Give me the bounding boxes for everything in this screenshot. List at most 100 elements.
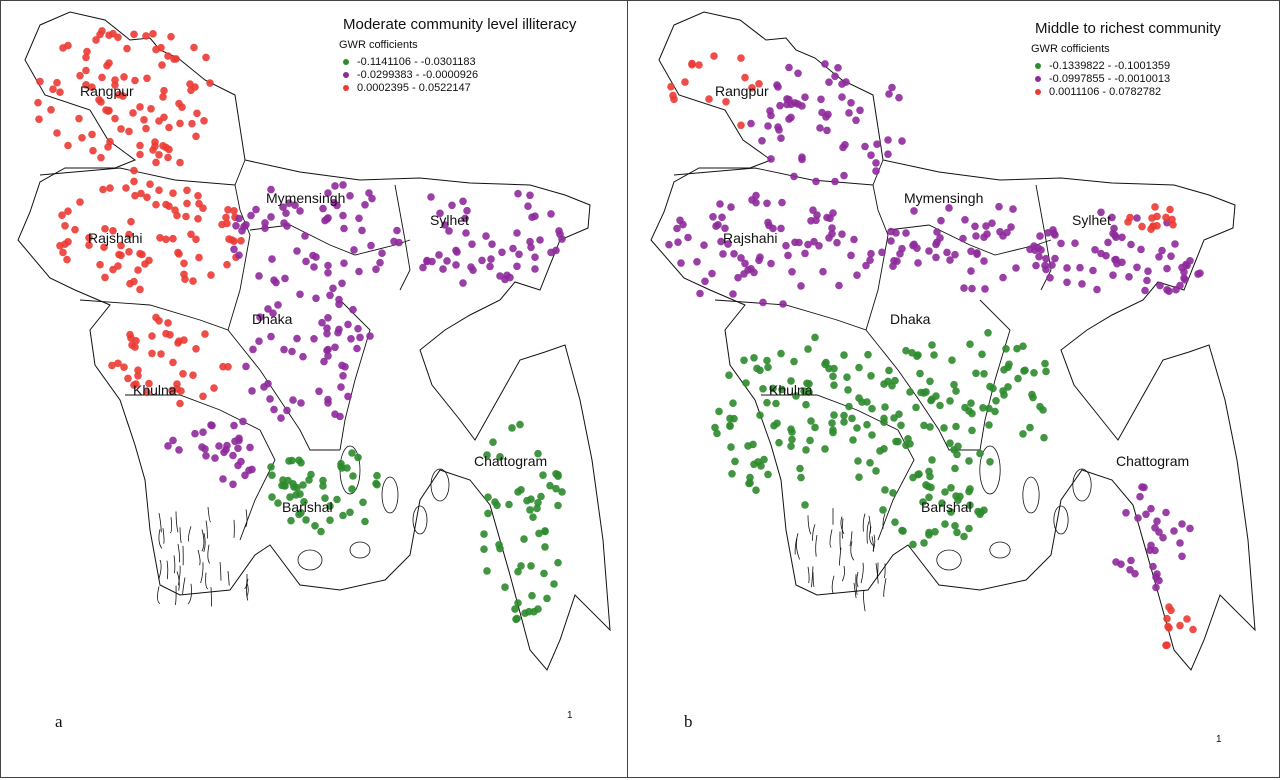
gwr-point [541,543,549,551]
legend-swatch-icon [1035,75,1041,82]
gwr-point [831,177,839,186]
gwr-point [498,248,506,257]
gwr-point [145,379,153,388]
gwr-point [931,528,939,536]
gwr-point [807,417,815,425]
delta-channel [158,559,162,580]
gwr-point [864,350,872,359]
gwr-point [151,142,159,150]
gwr-point [436,209,444,218]
gwr-point [788,268,796,276]
north-arrow-icon: 1 [1216,734,1222,745]
gwr-point [778,385,786,394]
gwr-point [134,372,142,380]
gwr-point [131,191,139,200]
gwr-point [925,531,933,539]
gwr-point [180,336,188,344]
gwr-point [710,52,718,60]
gwr-point [130,166,138,175]
gwr-point [819,267,827,276]
gwr-point [339,211,347,220]
gwr-point [326,516,334,524]
delta-channel [850,541,855,561]
gwr-point [83,47,91,56]
delta-channel [173,555,176,574]
gwr-point [976,449,984,458]
gwr-point [764,470,772,479]
delta-channel [158,529,163,549]
legend-b: Middle to richest community GWR cofficie… [1031,20,1221,98]
delta-channel [884,563,886,579]
panel-letter: b [684,712,693,731]
country-border [17,11,611,671]
gwr-point [230,245,238,254]
legend-label: -0.0997855 - -0.0010013 [1049,72,1171,85]
gwr-point [1078,280,1086,288]
gwr-point [267,213,275,221]
gwr-point [746,479,754,487]
gwr-point [331,182,339,190]
delta-channel [177,543,181,563]
gwr-point [1002,345,1010,353]
gwr-point [268,471,276,480]
country-outline-b [650,11,1256,671]
gwr-point [980,370,988,378]
gwr-point [797,282,805,290]
gwr-point [283,406,291,415]
gwr-point [111,76,119,84]
gwr-point [496,544,504,553]
gwr-point [293,483,301,492]
gwr-point [324,269,332,277]
gwr-point [802,400,810,409]
gwr-point [187,230,195,239]
gwr-point [897,421,905,430]
gwr-point [953,450,961,459]
gwr-point [158,61,166,69]
delta-channel [839,547,842,566]
gwr-point [764,363,772,372]
gwr-point [261,224,269,232]
gwr-point [359,498,367,507]
gwr-point [801,93,809,101]
gwr-point [750,460,758,469]
gwr-point [947,508,955,516]
gwr-point [89,146,97,155]
gwr-point [247,211,255,220]
gwr-point [300,498,308,506]
gwr-point [189,371,197,380]
gwr-point [131,343,139,351]
gwr-point [872,467,880,475]
gwr-point [932,253,940,262]
gwr-point [468,240,476,248]
gwr-point [1125,273,1133,281]
gwr-point [311,522,319,530]
gwr-point [356,333,364,342]
gwr-point [169,189,177,197]
gwr-point [696,289,704,298]
division-label: Chattogram [1116,453,1189,469]
gwr-point [790,357,798,366]
gwr-point [514,567,522,576]
gwr-point [552,484,560,493]
map-a-svg: Rangpur Rajshahi Mymensingh Sylhet Dhaka Khul… [17,11,611,671]
gwr-point [863,420,871,429]
gwr-point [295,456,303,465]
gwr-point [825,78,833,86]
division-label: Barishal [921,499,972,515]
gwr-point [295,510,303,519]
gwr-point [296,207,304,215]
gwr-point [64,41,72,50]
gwr-point [484,493,492,502]
gwr-point [1133,214,1141,222]
gwr-point [730,250,738,258]
gwr-point [173,385,181,393]
gwr-point [513,262,521,271]
gwr-point [898,526,906,535]
gwr-point [1159,533,1167,542]
delta-channel [812,524,816,541]
gwr-point [106,137,114,146]
gwr-point [895,93,903,102]
island [989,541,1011,559]
gwr-point [767,259,775,268]
gwr-point [722,98,730,106]
